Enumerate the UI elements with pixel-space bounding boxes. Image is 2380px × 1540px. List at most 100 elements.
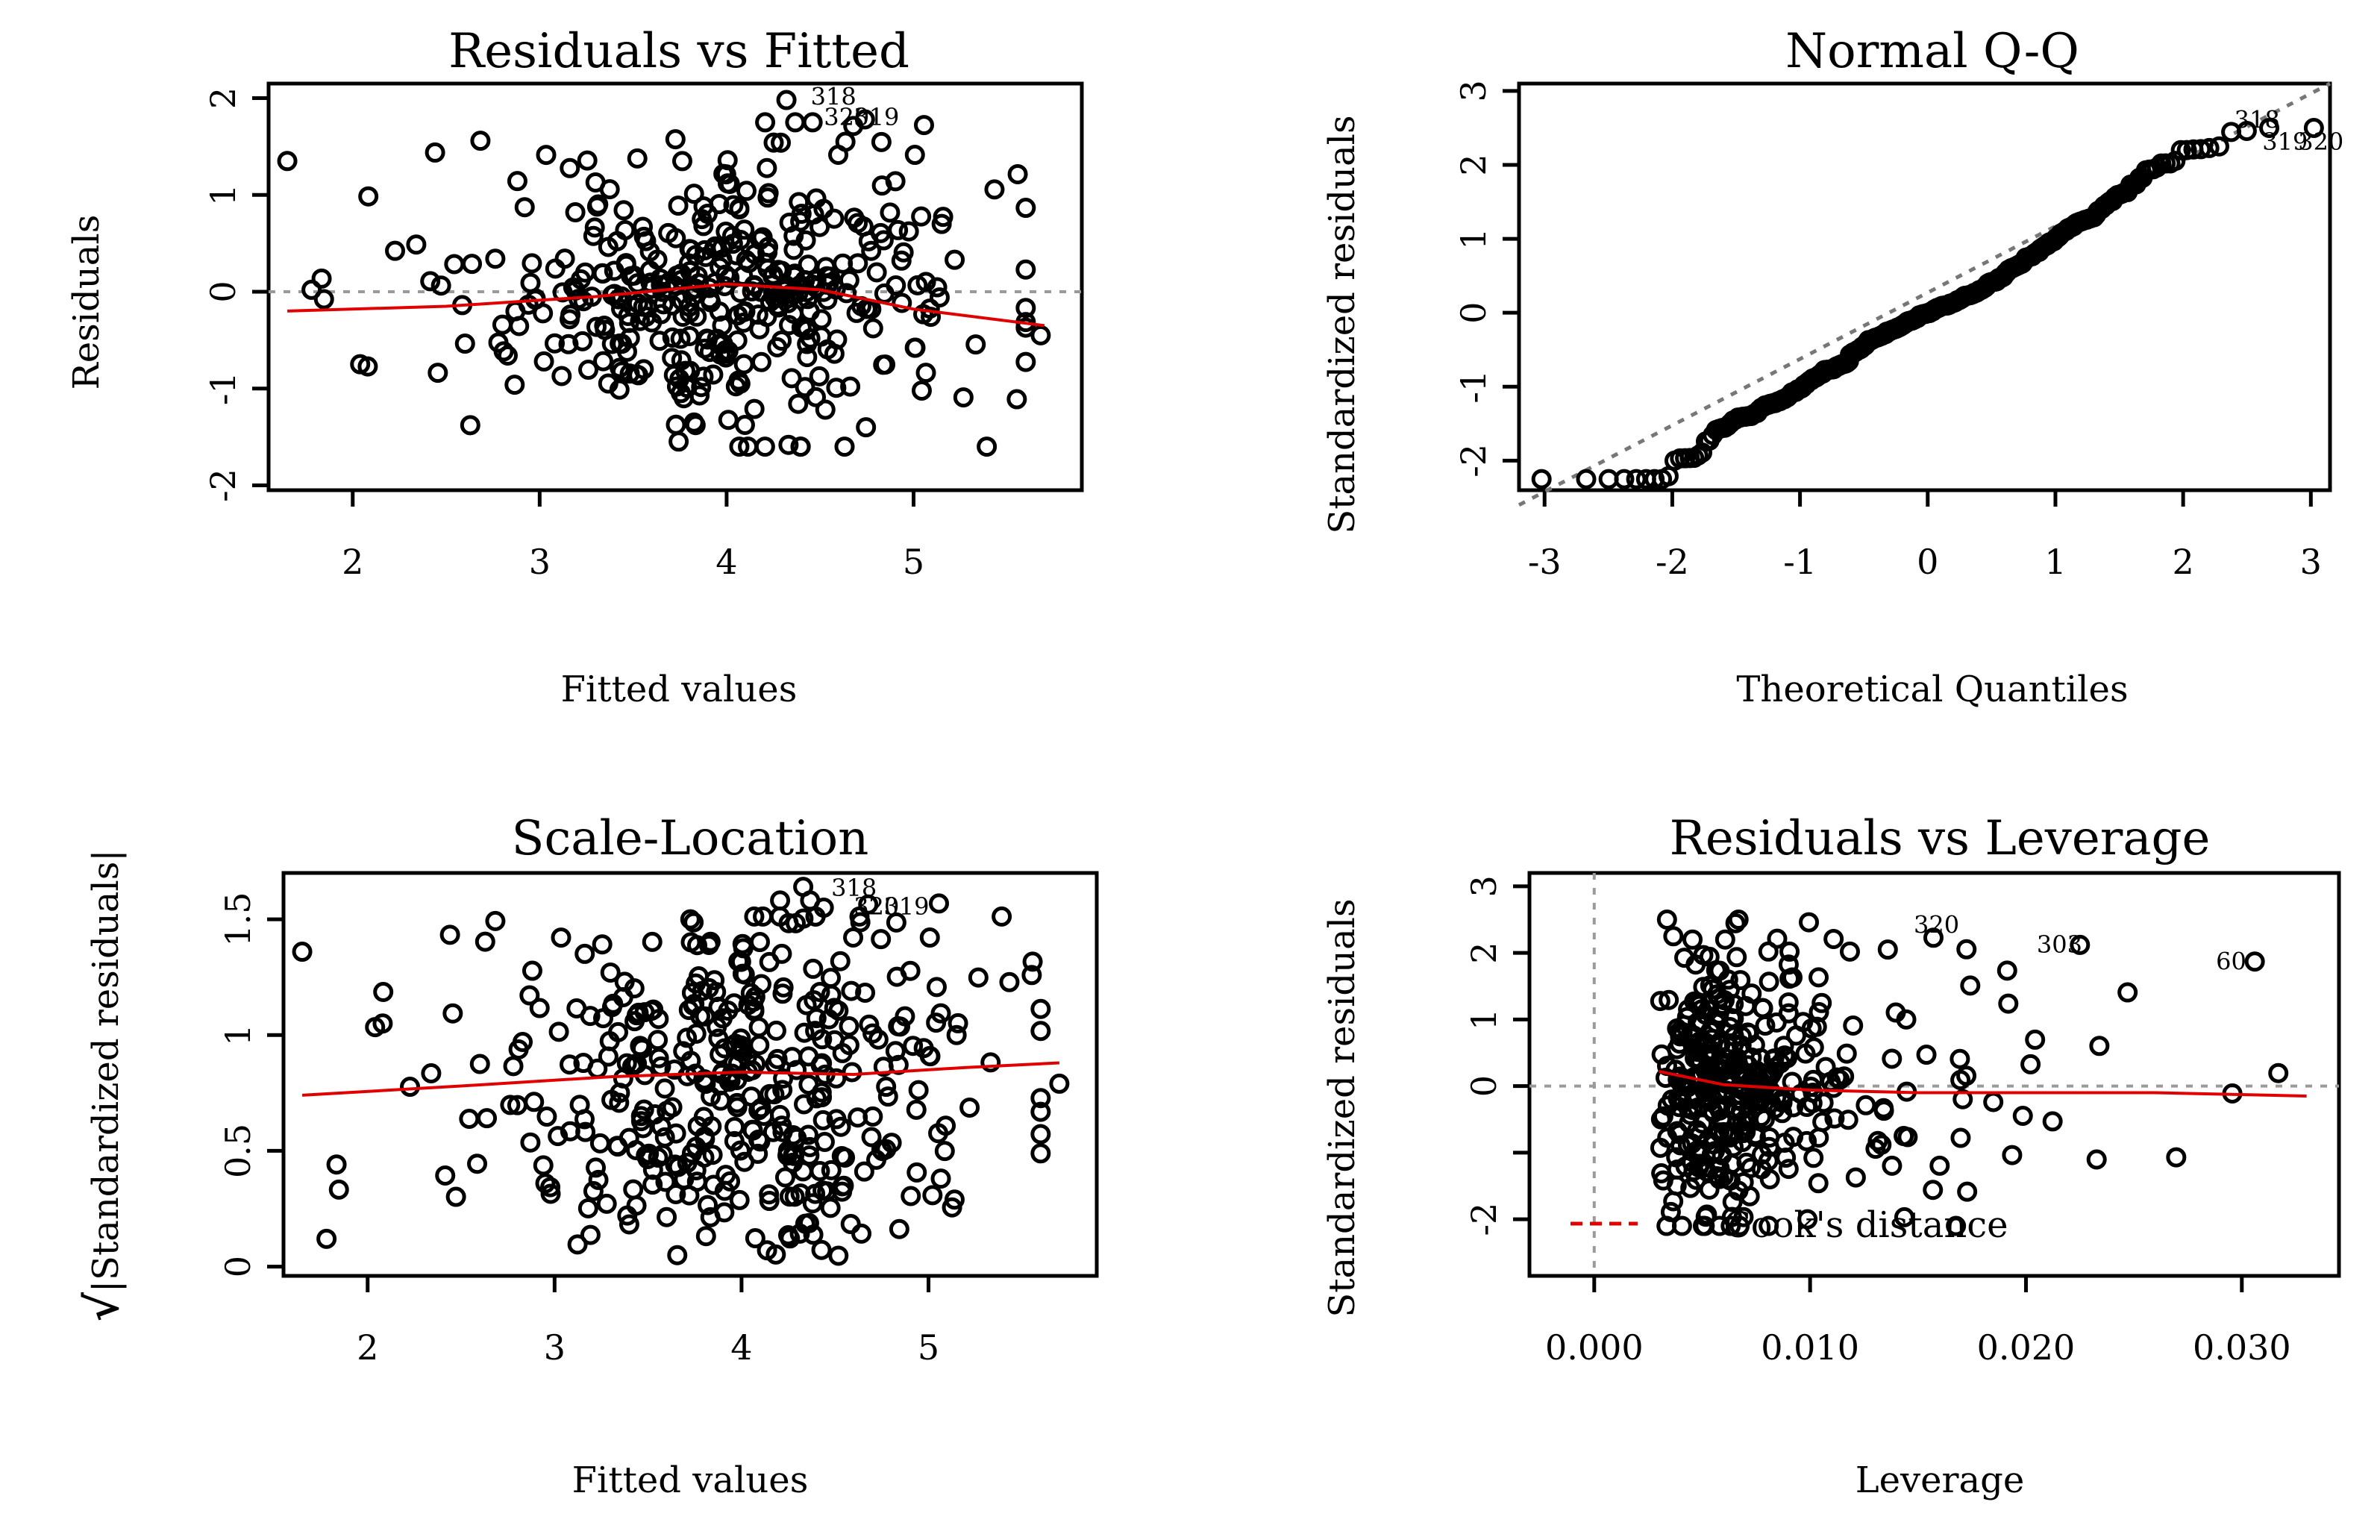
rvf-point <box>1030 325 1051 345</box>
rvf-point <box>854 109 875 130</box>
sl-point <box>859 1014 880 1035</box>
rvf-point <box>536 145 557 166</box>
rvf-point <box>768 297 789 318</box>
rvf-point <box>1006 389 1027 410</box>
rvl-point <box>1736 1152 1757 1173</box>
sl-point <box>714 1038 735 1059</box>
rvl-point <box>1694 1157 1715 1178</box>
sl-point <box>577 1198 598 1218</box>
rvl-point <box>1665 1059 1686 1080</box>
rvf-point <box>588 194 609 215</box>
rvf-point <box>692 209 713 230</box>
rvf-point <box>669 369 690 389</box>
sl-point <box>841 980 862 1001</box>
sl-point <box>828 1000 849 1021</box>
rvf-point <box>911 380 932 401</box>
rvf-point <box>913 304 934 325</box>
sl-point <box>707 1016 727 1037</box>
rvf-point <box>795 230 816 251</box>
sl-point <box>926 977 947 998</box>
sl-point <box>610 1083 630 1104</box>
sl-point <box>901 1186 921 1206</box>
rvf-point <box>886 275 906 296</box>
sl-point <box>734 964 755 985</box>
rvl-point <box>1865 1139 1886 1159</box>
rvl-point <box>1836 1043 1857 1064</box>
rvl-point <box>1670 1135 1691 1156</box>
sl-point <box>749 932 770 953</box>
rvf-point <box>662 348 683 369</box>
rvl-point <box>1727 1113 1748 1134</box>
rvf-point <box>888 219 909 240</box>
sl-point <box>820 1198 841 1218</box>
sl-ylabel: √|Standardized residuals| <box>77 849 129 1321</box>
rvf-point <box>751 351 771 372</box>
rvf-point <box>892 292 912 313</box>
rvl-xtick-label: 0.020 <box>1977 1327 2076 1368</box>
sl-point <box>906 1162 927 1183</box>
rvf-point <box>470 131 491 151</box>
sl-point <box>677 1065 698 1086</box>
rvl-point <box>1759 1136 1779 1157</box>
rvf-point <box>718 410 739 431</box>
rvf-point <box>788 393 809 414</box>
rvf-point <box>533 303 554 324</box>
sl-point <box>821 1159 842 1180</box>
rvf-point <box>871 131 892 152</box>
rvl-point <box>1760 1080 1781 1101</box>
sl-point <box>1021 965 1042 986</box>
sl-point <box>540 1177 561 1198</box>
rvl-point <box>1929 1155 1950 1176</box>
rvf-ytick-label: 0 <box>203 281 243 302</box>
rvf-point <box>790 436 811 457</box>
sl-point-label: 318 <box>831 874 877 902</box>
rvf-point <box>717 150 738 171</box>
rvl-point <box>1803 1148 1824 1168</box>
sl-point <box>840 1214 861 1235</box>
rvl-point-label: 303 <box>2037 930 2082 959</box>
rvl-point <box>1778 992 1799 1012</box>
sl-point <box>698 1195 718 1215</box>
qq-point <box>1576 469 1597 489</box>
rvf-point <box>559 309 580 330</box>
rvl-point <box>1717 969 1738 990</box>
rvf-point <box>752 227 773 248</box>
rvf-point <box>885 171 906 192</box>
sl-point <box>831 1145 852 1166</box>
rvf-point <box>771 132 792 153</box>
sl-point <box>730 1028 751 1049</box>
rvf-point <box>781 368 802 389</box>
rvf-point <box>703 364 724 385</box>
sl-point <box>373 981 394 1002</box>
sl-point <box>567 1234 588 1255</box>
qq-xtick-label: -1 <box>1783 542 1817 582</box>
rvl-point <box>1695 1004 1716 1025</box>
sl-point <box>745 1228 765 1249</box>
sl-point <box>626 1195 647 1216</box>
sl-point <box>475 931 495 952</box>
sl-point <box>593 1008 614 1029</box>
sl-point <box>839 1015 859 1036</box>
sl-point <box>1030 1088 1051 1109</box>
qq-ytick-label: 3 <box>1453 80 1494 101</box>
rvf-point <box>610 333 630 354</box>
rvf-point <box>806 188 827 209</box>
rvl-point <box>1797 1209 1818 1230</box>
rvl-point <box>1838 1109 1858 1130</box>
rvl-point <box>1721 1058 1742 1079</box>
rvf-point <box>779 212 800 233</box>
rvf-point <box>658 222 679 243</box>
rvf-point <box>719 267 740 288</box>
rvl-xtick-label: 0.000 <box>1545 1327 1644 1368</box>
rvf-point <box>893 242 914 263</box>
sl-point <box>512 1031 533 1052</box>
rvl-ytick-label: -2 <box>1464 1203 1504 1236</box>
sl-point <box>529 998 550 1018</box>
rvl-point <box>2042 1111 2063 1132</box>
rvf-point <box>649 331 670 351</box>
sl-point <box>830 951 851 971</box>
rvf-point <box>834 436 855 457</box>
sl-point <box>469 1054 490 1074</box>
rvf-point <box>671 263 692 284</box>
sl-point <box>769 1104 790 1125</box>
